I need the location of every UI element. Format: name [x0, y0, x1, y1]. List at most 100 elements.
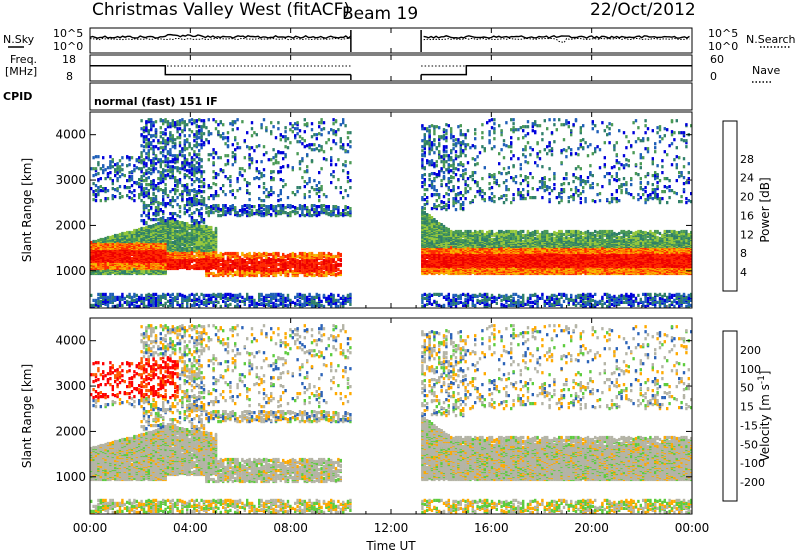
- power-cell: [92, 156, 94, 159]
- power-cell: [292, 124, 294, 127]
- power-cell: [138, 159, 140, 162]
- power-cell: [241, 120, 243, 123]
- power-cell: [104, 168, 106, 171]
- power-cell: [176, 120, 178, 123]
- power-cell: [184, 204, 186, 207]
- power-cell: [296, 207, 298, 210]
- power-cell: [337, 206, 339, 209]
- power-cell: [196, 303, 198, 306]
- power-cell: [208, 118, 210, 121]
- power-cell: [160, 208, 162, 211]
- power-cell: [328, 205, 330, 208]
- power-cell: [104, 197, 106, 200]
- power-cell: [318, 199, 320, 202]
- power-cell: [176, 136, 178, 139]
- freq-unit-label: [MHz]: [5, 65, 37, 78]
- power-cell: [347, 206, 349, 209]
- power-cell: [100, 177, 102, 180]
- power-cell: [150, 225, 152, 228]
- power-cell: [246, 293, 248, 296]
- power-cell: [316, 293, 318, 296]
- power-cell: [152, 151, 154, 154]
- power-cell: [347, 211, 349, 214]
- power-cell: [128, 156, 130, 159]
- power-cell: [97, 161, 99, 164]
- power-cell: [119, 233, 121, 236]
- power-cell: [280, 189, 282, 192]
- power-cell: [234, 153, 236, 156]
- power-cell: [232, 274, 234, 277]
- power-cell: [289, 214, 291, 217]
- power-cell: [160, 217, 162, 220]
- power-cell: [426, 260, 428, 263]
- power-cell: [244, 139, 246, 142]
- power-cell: [263, 186, 265, 189]
- power-cell: [342, 143, 344, 146]
- power-cell: [208, 206, 210, 209]
- power-cell: [152, 157, 154, 160]
- power-cell: [236, 180, 238, 183]
- power-cell: [277, 299, 279, 302]
- power-cell: [316, 192, 318, 195]
- power-cell: [92, 255, 94, 258]
- power-cell: [272, 162, 274, 165]
- power-cell: [140, 300, 142, 303]
- power-cell: [148, 153, 150, 156]
- power-cell: [162, 210, 164, 213]
- power-cell: [179, 141, 181, 144]
- power-cell: [239, 167, 241, 170]
- power-cell: [155, 154, 157, 157]
- power-cell: [114, 168, 116, 171]
- power-cell: [328, 131, 330, 134]
- power-cell: [212, 293, 214, 296]
- power-cell: [306, 169, 308, 172]
- power-cell: [196, 198, 198, 201]
- power-cell: [349, 210, 351, 213]
- power-cell: [330, 253, 332, 256]
- power-cell: [167, 236, 169, 239]
- power-cell: [311, 208, 313, 211]
- power-cell: [176, 185, 178, 188]
- power-cell: [148, 189, 150, 192]
- power-cell: [347, 150, 349, 153]
- power-cell: [316, 133, 318, 136]
- power-cell: [325, 141, 327, 144]
- power-cell: [143, 179, 145, 182]
- power-cell: [200, 170, 202, 173]
- power-cell: [124, 297, 126, 300]
- power-cell: [92, 299, 94, 302]
- power-cell: [112, 182, 114, 185]
- power-cell: [323, 157, 325, 160]
- power-cell: [172, 241, 174, 244]
- power-cell: [109, 236, 111, 239]
- power-cell: [212, 176, 214, 179]
- power-cell: [424, 304, 426, 307]
- power-cell: [280, 204, 282, 207]
- power-cell: [313, 188, 315, 191]
- power-cell: [284, 304, 286, 307]
- power-cell: [234, 148, 236, 151]
- power-cell: [244, 156, 246, 159]
- power-cell: [260, 204, 262, 207]
- power-cell: [217, 254, 219, 257]
- power-cell: [196, 177, 198, 180]
- power-cell: [157, 182, 159, 185]
- power-cell: [248, 146, 250, 149]
- power-cell: [200, 139, 202, 142]
- power-cell: [148, 302, 150, 305]
- power-cell: [140, 167, 142, 170]
- power-cell: [299, 214, 301, 217]
- power-cell: [184, 154, 186, 157]
- power-cell: [145, 294, 147, 297]
- power-cell: [193, 144, 195, 147]
- power-cell: [200, 125, 202, 128]
- power-cell: [239, 256, 241, 259]
- power-cell: [114, 296, 116, 299]
- power-cell: [203, 141, 205, 144]
- power-cell: [145, 120, 147, 123]
- power-cell: [260, 302, 262, 305]
- power-cell: [224, 193, 226, 196]
- power-cell: [239, 209, 241, 212]
- power-cell: [157, 170, 159, 173]
- power-cell: [220, 293, 222, 296]
